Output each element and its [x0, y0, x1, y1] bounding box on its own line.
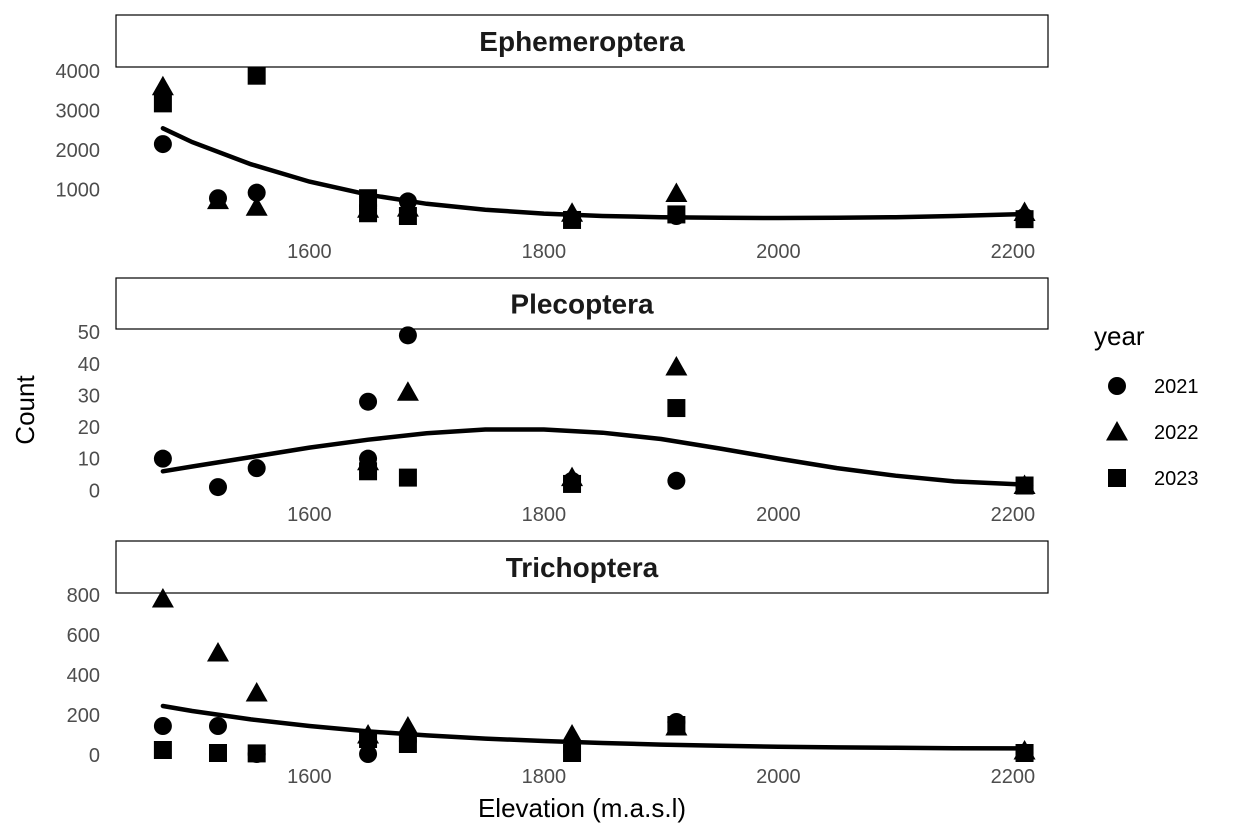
- facet-strip: [115, 277, 1049, 330]
- data-point-2021: [359, 392, 378, 411]
- trend-line: [160, 427, 1027, 487]
- data-point-2022: [665, 182, 688, 202]
- data-point-2023: [563, 210, 582, 229]
- data-point-2023: [208, 744, 227, 762]
- y-axis-title: Count: [10, 375, 40, 445]
- x-tick-label: 2000: [756, 241, 801, 263]
- data-point-2023: [398, 735, 417, 753]
- data-point-2023: [359, 462, 378, 481]
- data-point-2023: [563, 474, 582, 493]
- data-point-2021: [208, 478, 227, 497]
- legend-title: year: [1094, 321, 1145, 351]
- y-tick-label: 1000: [56, 180, 101, 202]
- trend-line: [160, 703, 1027, 751]
- x-tick-label: 2200: [991, 504, 1036, 526]
- data-point-2021: [359, 745, 378, 763]
- data-point-2023: [247, 66, 266, 85]
- data-point-2021: [398, 326, 417, 345]
- legend-label: 2023: [1154, 468, 1199, 490]
- data-point-2021: [247, 183, 266, 202]
- y-tick-label: 30: [78, 385, 100, 407]
- data-point-2022: [151, 75, 174, 96]
- data-point-2022: [396, 381, 419, 401]
- y-tick-label: 40: [78, 354, 100, 376]
- panel-ephemeroptera: Ephemeroptera 1000 2000 3000 4000 1600 1800 200…: [56, 14, 1049, 263]
- data-point-2023: [398, 207, 417, 226]
- data-point-2022: [245, 682, 268, 702]
- facet-title: Plecoptera: [510, 289, 654, 320]
- y-tick-label: 600: [67, 625, 100, 647]
- x-tick-label: 2200: [991, 241, 1036, 263]
- legend-key-2021: [1108, 377, 1126, 395]
- y-tick-label: 50: [78, 322, 100, 344]
- y-tick-label: 400: [67, 665, 100, 687]
- legend-label: 2022: [1154, 422, 1199, 444]
- data-point-2023: [153, 741, 172, 759]
- data-point-2023: [359, 204, 378, 223]
- data-point-2022: [245, 196, 268, 216]
- x-tick-label: 1600: [287, 504, 332, 526]
- data-point-2023: [563, 744, 582, 762]
- x-tick-label: 2200: [991, 766, 1036, 788]
- data-point-2021: [153, 717, 172, 735]
- data-point-2023: [247, 744, 266, 763]
- x-tick-label: 2000: [756, 504, 801, 526]
- data-point-2023: [398, 468, 417, 487]
- legend-key-2022: [1106, 421, 1128, 441]
- x-tick-label: 1800: [522, 504, 567, 526]
- data-point-2023: [1015, 210, 1034, 229]
- data-point-2021: [153, 135, 172, 154]
- data-point-2021: [667, 471, 686, 490]
- data-point-2021: [153, 449, 172, 468]
- data-point-2023: [667, 716, 686, 734]
- y-tick-label: 800: [67, 585, 100, 607]
- data-point-2023: [1015, 476, 1034, 495]
- data-point-2023: [1015, 744, 1034, 762]
- y-tick-label: 20: [78, 417, 100, 439]
- data-point-2023: [359, 730, 378, 748]
- legend: year 2021 2022 2023: [1094, 321, 1199, 490]
- data-point-2023: [153, 94, 172, 113]
- data-point-2021: [247, 459, 266, 478]
- panel-trichoptera: Trichoptera 0 200 400 600 800 1600 1800 2000 2200: [67, 540, 1049, 788]
- facet-title: Trichoptera: [506, 552, 659, 583]
- legend-key-2023: [1108, 469, 1126, 487]
- x-tick-label: 2000: [756, 766, 801, 788]
- y-tick-label: 4000: [56, 61, 101, 83]
- facet-strip: [115, 14, 1049, 68]
- data-point-2023: [667, 399, 686, 418]
- panel-plecoptera: Plecoptera 0 10 20 30 40 50 1600 1800 2000 2200: [78, 277, 1049, 526]
- data-point-2023: [359, 189, 378, 208]
- x-axis-title: Elevation (m.a.s.l): [478, 793, 686, 823]
- y-tick-label: 10: [78, 449, 100, 471]
- x-tick-label: 1800: [522, 766, 567, 788]
- data-point-2022: [561, 724, 584, 744]
- y-tick-label: 2000: [56, 140, 101, 162]
- data-point-2021: [208, 717, 227, 735]
- y-tick-label: 200: [67, 705, 100, 727]
- data-point-2022: [206, 642, 229, 662]
- x-tick-label: 1600: [287, 241, 332, 263]
- y-tick-label: 3000: [56, 100, 101, 122]
- data-point-2022: [151, 588, 174, 608]
- x-tick-label: 1800: [522, 241, 567, 263]
- trend-line: [160, 126, 1027, 221]
- data-point-2022: [396, 716, 419, 736]
- x-tick-label: 1600: [287, 766, 332, 788]
- facet-strip: [115, 540, 1049, 594]
- facet-title: Ephemeroptera: [479, 26, 685, 57]
- y-tick-label: 0: [89, 745, 100, 767]
- data-point-2023: [667, 205, 686, 224]
- data-point-2022: [206, 189, 229, 210]
- y-tick-label: 0: [89, 480, 100, 502]
- data-point-2022: [665, 355, 688, 376]
- legend-label: 2021: [1154, 376, 1199, 398]
